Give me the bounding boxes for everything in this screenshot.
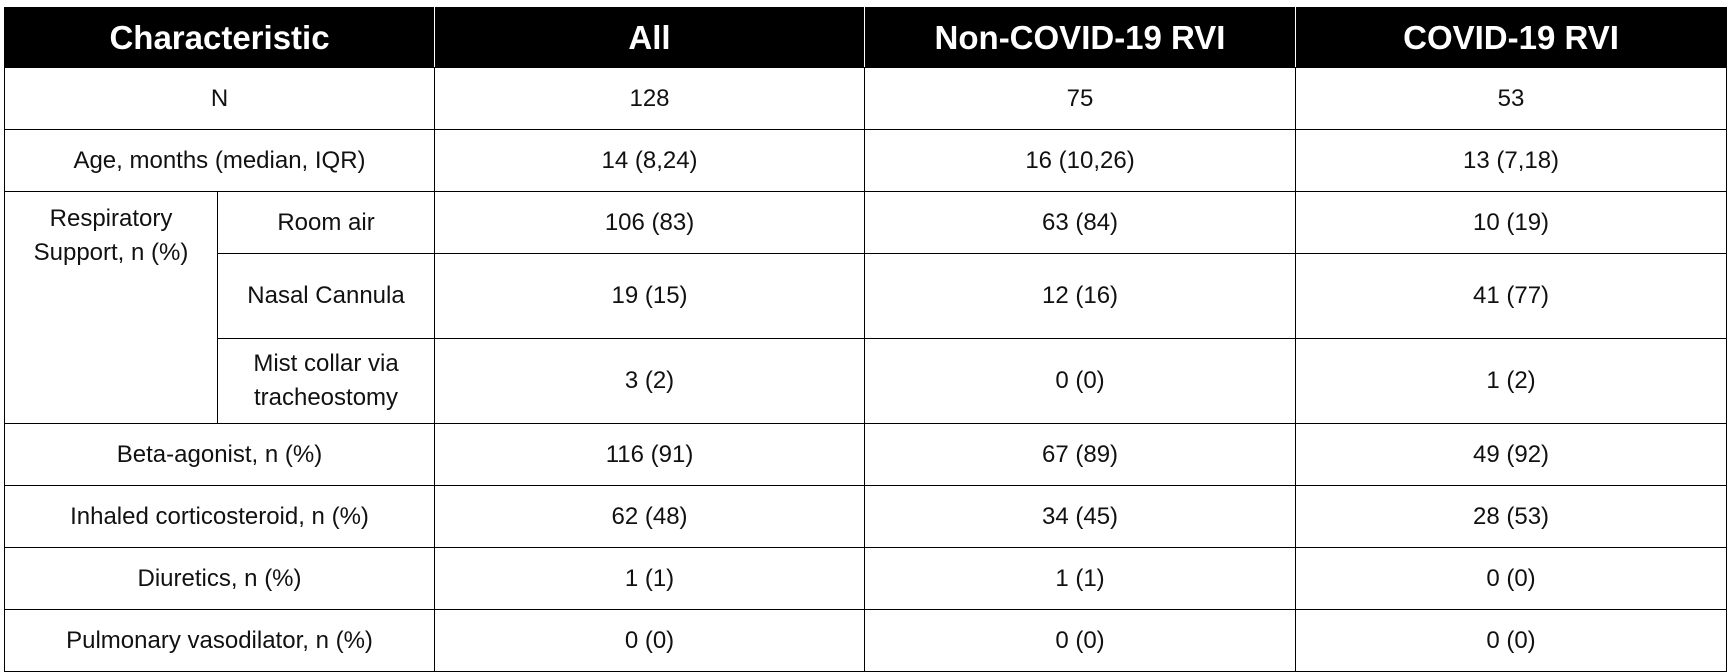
table-row: Nasal Cannula 19 (15) 12 (16) 41 (77) <box>5 253 1728 339</box>
group-label: Respiratory Support, n (%) <box>4 191 218 424</box>
value-cell: 41 (77) <box>1295 253 1728 339</box>
table-row: Diuretics, n (%) 1 (1) 1 (1) 0 (0) <box>3 547 1728 610</box>
table-row: Beta-agonist, n (%) 116 (91) 67 (89) 49 (92… <box>3 423 1728 486</box>
value-cell: 128 <box>434 67 866 130</box>
value-cell: 67 (89) <box>864 423 1297 486</box>
value-cell: 13 (7,18) <box>1295 129 1728 192</box>
value-cell: 0 (0) <box>1295 609 1728 672</box>
value-cell: 116 (91) <box>434 423 866 486</box>
value-cell: 62 (48) <box>434 485 866 548</box>
sub-label: Nasal Cannula <box>216 253 436 339</box>
value-cell: 16 (10,26) <box>864 129 1297 192</box>
value-cell: 0 (0) <box>434 609 866 672</box>
value-cell: 63 (84) <box>864 191 1297 254</box>
value-cell: 53 <box>1295 67 1728 130</box>
value-cell: 3 (2) <box>434 338 866 424</box>
value-cell: 10 (19) <box>1295 191 1728 254</box>
row-label: N <box>3 67 436 130</box>
header-cell: Characteristic <box>3 7 436 68</box>
data-table: Characteristic All Non-COVID-19 RVI COVID-1… <box>3 7 1728 672</box>
value-cell: 14 (8,24) <box>434 129 866 192</box>
table-head: Characteristic All Non-COVID-19 RVI COVID-1… <box>3 7 1728 68</box>
header-cell: All <box>434 7 866 68</box>
value-cell: 1 (2) <box>1295 338 1728 424</box>
value-cell: 34 (45) <box>864 485 1297 548</box>
table-row: Pulmonary vasodilator, n (%) 0 (0) 0 (0) 0 … <box>3 609 1728 672</box>
value-cell: 12 (16) <box>864 253 1297 339</box>
header-cell: Non-COVID-19 RVI <box>864 7 1297 68</box>
table-row: Respiratory Support, n (%) Room air 106 (8… <box>4 191 1728 424</box>
row-label: Inhaled corticosteroid, n (%) <box>3 485 436 548</box>
value-cell: 19 (15) <box>434 253 866 339</box>
value-cell: 28 (53) <box>1295 485 1728 548</box>
table-row: Inhaled corticosteroid, n (%) 62 (48) 34 (… <box>3 485 1728 548</box>
value-cell: 49 (92) <box>1295 423 1728 486</box>
value-cell: 106 (83) <box>434 191 866 254</box>
table-row: Mist collar via tracheostomy 3 (2) 0 (0) 1 … <box>5 338 1728 424</box>
value-cell: 0 (0) <box>1295 547 1728 610</box>
row-label: Beta-agonist, n (%) <box>3 423 436 486</box>
row-label: Pulmonary vasodilator, n (%) <box>3 609 436 672</box>
table-row: Age, months (median, IQR) 14 (8,24) 16 (10… <box>3 129 1728 192</box>
value-cell: 1 (1) <box>864 547 1297 610</box>
table-body: N 128 75 53 Age, months (median, IQR) 14 (8,2… <box>3 67 1728 672</box>
header-row: Characteristic All Non-COVID-19 RVI COVID-1… <box>3 7 1728 68</box>
sub-label: Room air <box>216 191 436 254</box>
value-cell: 1 (1) <box>434 547 866 610</box>
table-row: N 128 75 53 <box>3 67 1728 130</box>
row-label: Diuretics, n (%) <box>3 547 436 610</box>
row-label: Age, months (median, IQR) <box>3 129 436 192</box>
value-cell: 0 (0) <box>864 609 1297 672</box>
value-cell: 75 <box>864 67 1297 130</box>
sub-label: Mist collar via tracheostomy <box>216 338 436 424</box>
header-cell: COVID-19 RVI <box>1295 7 1728 68</box>
value-cell: 0 (0) <box>864 338 1297 424</box>
